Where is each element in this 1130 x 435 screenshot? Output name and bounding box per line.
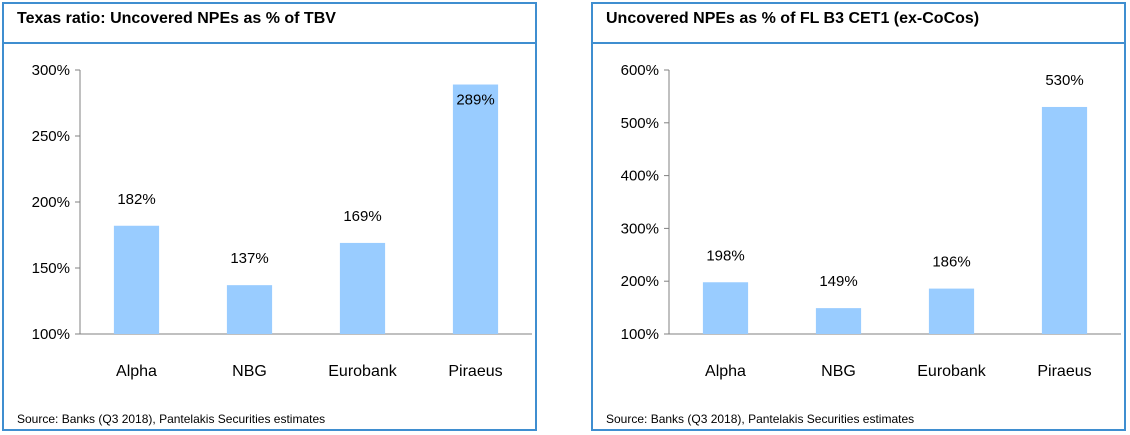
- chart-title: Texas ratio: Uncovered NPEs as % of TBV: [17, 10, 336, 27]
- data-label: 137%: [230, 250, 268, 267]
- y-tick-label: 600%: [621, 62, 659, 79]
- y-tick-label: 300%: [621, 220, 659, 237]
- data-label: 530%: [1045, 72, 1083, 89]
- bar-piraeus: [452, 84, 499, 335]
- data-label: 169%: [343, 208, 381, 225]
- y-tick-label: 150%: [32, 260, 70, 277]
- x-category-label: Alpha: [705, 363, 746, 380]
- y-tick-label: 200%: [621, 273, 659, 290]
- y-tick-label: 300%: [32, 62, 70, 79]
- chart-panel-texas-ratio: Texas ratio: Uncovered NPEs as % of TBV …: [2, 2, 537, 431]
- y-tick-label: 400%: [621, 168, 659, 185]
- chart-title: Uncovered NPEs as % of FL B3 CET1 (ex-Co…: [606, 10, 980, 27]
- title-divider: [4, 42, 535, 44]
- bar-eurobank: [928, 288, 975, 334]
- y-tick-label: 200%: [32, 194, 70, 211]
- x-category-label: Eurobank: [917, 363, 986, 380]
- data-label: 182%: [117, 191, 155, 208]
- chart-source-note: Source: Banks (Q3 2018), Pantelakis Secu…: [606, 412, 915, 426]
- bar-alpha: [113, 225, 160, 334]
- y-tick-label: 100%: [621, 326, 659, 343]
- bar-eurobank: [339, 242, 386, 334]
- bar-chart-npe-cet1: 100% 200% 300% 400% 500% 600% 198% Alpha 149% NBG…: [621, 62, 1121, 380]
- bar-nbg: [226, 285, 273, 334]
- bar-chart-texas-ratio: 100% 150% 200% 250% 300% 182% Alpha 137% NBG 169%…: [32, 62, 532, 380]
- data-label: 149%: [819, 273, 857, 290]
- y-tick-label: 250%: [32, 128, 70, 145]
- data-label: 186%: [932, 254, 970, 271]
- data-label: 198%: [706, 247, 744, 264]
- data-label: 289%: [456, 92, 494, 109]
- bar-piraeus: [1041, 106, 1088, 335]
- bar-alpha: [702, 282, 749, 334]
- bar-nbg: [815, 308, 862, 334]
- y-tick-label: 500%: [621, 115, 659, 132]
- x-category-label: Eurobank: [328, 363, 397, 380]
- x-category-label: Piraeus: [1037, 363, 1091, 380]
- chart-source-note: Source: Banks (Q3 2018), Pantelakis Secu…: [17, 412, 326, 426]
- y-tick-label: 100%: [32, 326, 70, 343]
- x-category-label: Alpha: [116, 363, 157, 380]
- title-divider: [593, 42, 1124, 44]
- x-category-label: NBG: [821, 363, 856, 380]
- x-category-label: NBG: [232, 363, 267, 380]
- chart-panel-npe-cet1: Uncovered NPEs as % of FL B3 CET1 (ex-Co…: [591, 2, 1126, 431]
- x-category-label: Piraeus: [448, 363, 502, 380]
